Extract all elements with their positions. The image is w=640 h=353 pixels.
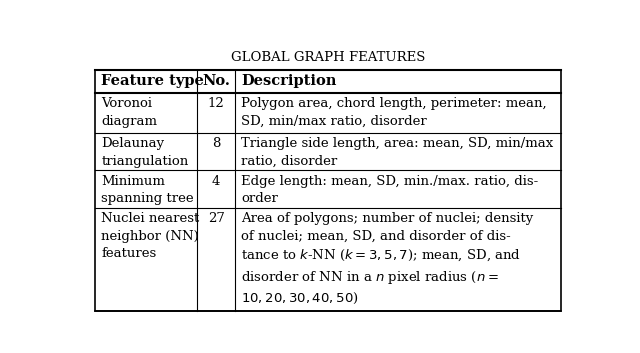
Text: No.: No.	[202, 74, 230, 88]
Text: Description: Description	[241, 74, 337, 88]
Text: 27: 27	[207, 212, 225, 225]
Text: 12: 12	[208, 97, 225, 110]
Bar	[95, 70, 561, 311]
Text: Polygon area, chord length, perimeter: mean,
SD, min/max ratio, disorder: Polygon area, chord length, perimeter: m…	[241, 97, 547, 128]
Text: Delaunay
triangulation: Delaunay triangulation	[101, 137, 189, 168]
Text: Triangle side length, area: mean, SD, min/max
ratio, disorder: Triangle side length, area: mean, SD, mi…	[241, 137, 554, 168]
Text: Voronoi
diagram: Voronoi diagram	[101, 97, 157, 128]
Text: Edge length: mean, SD, min./max. ratio, dis-
order: Edge length: mean, SD, min./max. ratio, …	[241, 175, 538, 205]
Text: 4: 4	[212, 175, 220, 188]
Text: Minimum
spanning tree: Minimum spanning tree	[101, 175, 194, 205]
Text: Area of polygons; number of nuclei; density
of nuclei; mean, SD, and disorder of: Area of polygons; number of nuclei; dens…	[241, 212, 534, 306]
Text: GLOBAL GRAPH FEATURES: GLOBAL GRAPH FEATURES	[231, 50, 425, 64]
Text: Feature type: Feature type	[101, 74, 204, 88]
Text: Nuclei nearest
neighbor (NN)
features: Nuclei nearest neighbor (NN) features	[101, 212, 200, 260]
Text: 8: 8	[212, 137, 220, 150]
